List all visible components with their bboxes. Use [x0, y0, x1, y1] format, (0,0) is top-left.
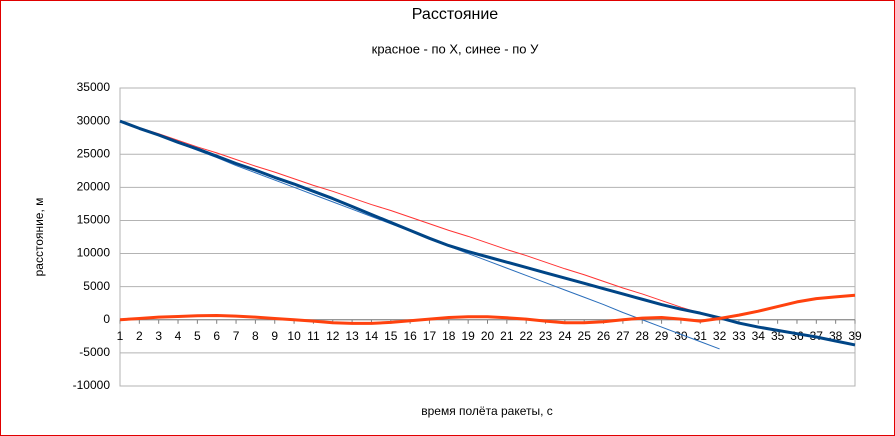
x-tick-label: 5 [194, 329, 201, 343]
y-tick-label: 20000 [77, 180, 111, 194]
x-tick-label: 26 [597, 329, 611, 343]
chart-title: Расстояние [412, 6, 499, 23]
x-tick-label: 17 [423, 329, 437, 343]
x-tick-label: 10 [287, 329, 301, 343]
x-tick-label: 6 [213, 329, 220, 343]
x-tick-label: 16 [403, 329, 417, 343]
x-tick-label: 2 [136, 329, 143, 343]
series-line [119, 120, 720, 321]
x-tick-label: 34 [752, 329, 766, 343]
x-tick-label: 11 [307, 329, 320, 343]
y-tick-label: 30000 [77, 113, 111, 127]
x-tick-label: 9 [271, 329, 278, 343]
x-tick-label: 32 [713, 329, 727, 343]
y-tick-label: -10000 [73, 378, 111, 392]
series-line [119, 119, 856, 347]
chart-subtitle: красное - по Х, синее - по У [372, 41, 539, 56]
x-tick-label: 24 [558, 329, 572, 343]
x-tick-label: 23 [539, 329, 553, 343]
x-tick-label: 20 [481, 329, 495, 343]
y-tick-label: 10000 [77, 246, 111, 260]
x-tick-label: 29 [655, 329, 669, 343]
x-tick-label: 13 [345, 329, 359, 343]
x-axis-label: время полёта ракеты, с [421, 404, 553, 418]
x-tick-label: 18 [442, 329, 456, 343]
x-tick-label: 3 [155, 329, 162, 343]
x-tick-label: 31 [694, 329, 708, 343]
x-tick-label: 39 [848, 329, 862, 343]
x-tick-label: 28 [636, 329, 650, 343]
y-tick-label: 0 [103, 312, 110, 326]
y-tick-label: 15000 [77, 213, 111, 227]
y-axis-label: расстояние, м [32, 198, 46, 277]
x-tick-label: 7 [233, 329, 240, 343]
x-tick-label: 25 [578, 329, 592, 343]
x-tick-label: 4 [175, 329, 182, 343]
x-tick-label: 22 [520, 329, 534, 343]
x-tick-label: 12 [326, 329, 340, 343]
x-tick-label: 27 [616, 329, 630, 343]
y-tick-label: -5000 [79, 345, 110, 359]
x-tick-label: 14 [365, 329, 379, 343]
y-tick-label: 35000 [77, 80, 111, 94]
x-tick-label: 19 [461, 329, 475, 343]
x-tick-label: 33 [732, 329, 746, 343]
x-tick-label: 1 [117, 329, 124, 343]
y-tick-label: 25000 [77, 146, 111, 160]
plot-border [119, 87, 856, 387]
y-tick-label: 5000 [83, 279, 110, 293]
x-tick-label: 21 [500, 329, 514, 343]
x-tick-label: 8 [252, 329, 259, 343]
x-tick-label: 30 [674, 329, 688, 343]
series-line [119, 293, 856, 325]
x-tick-label: 15 [384, 329, 398, 343]
